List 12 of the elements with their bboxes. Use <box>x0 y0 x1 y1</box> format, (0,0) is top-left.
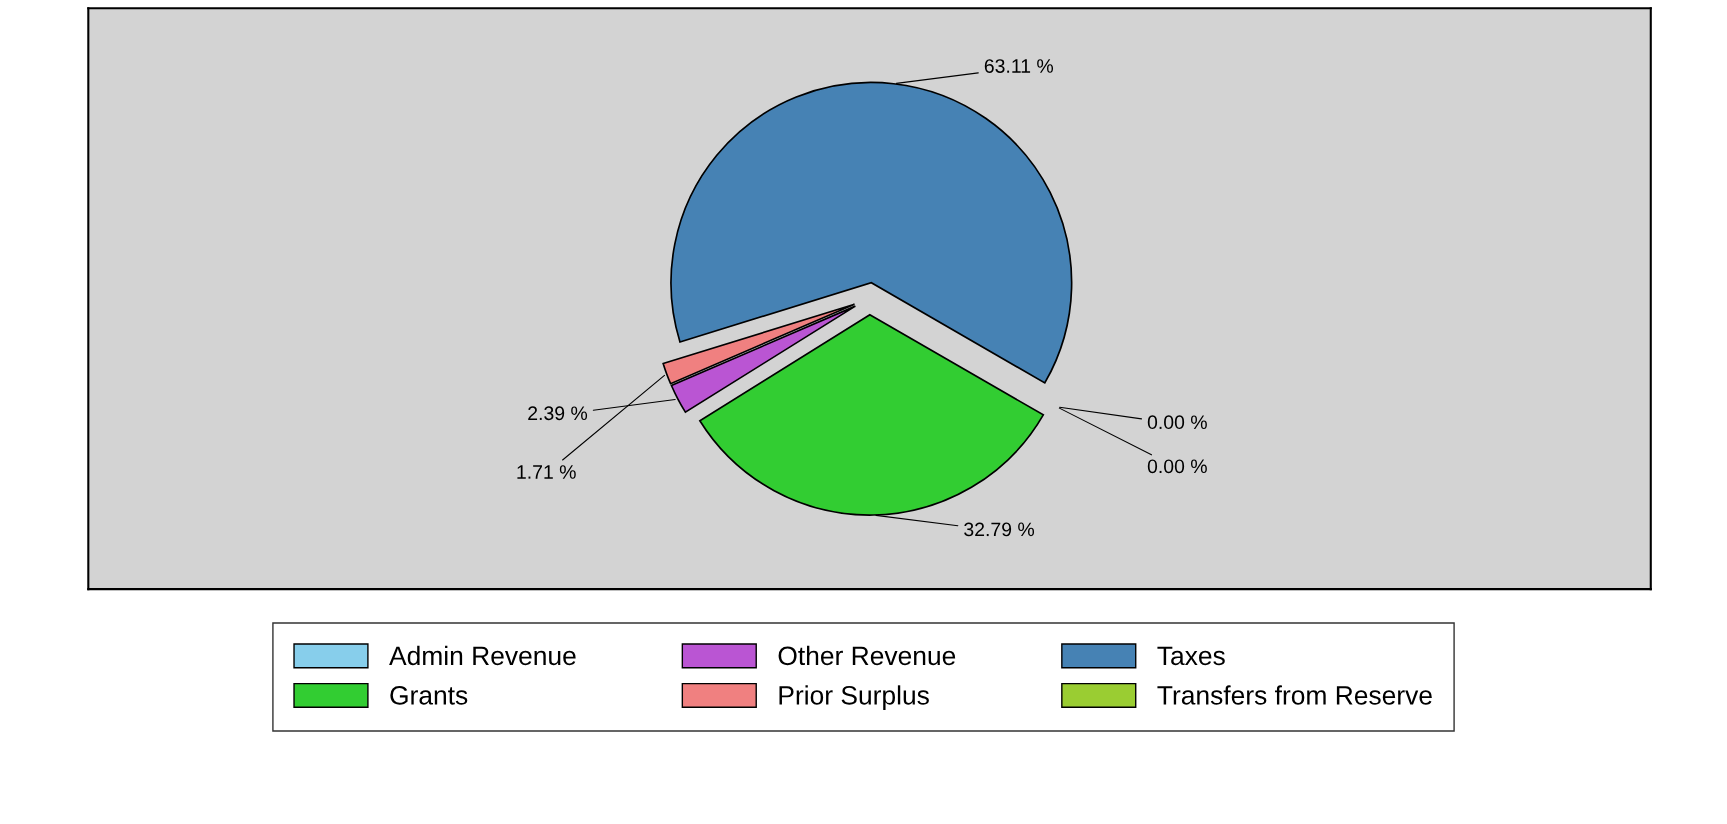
data-label: 1.71 % <box>517 465 576 479</box>
data-label: 63.11 % <box>984 59 1054 73</box>
text: 0.00 % <box>1147 459 1207 474</box>
legend-label: Grants <box>390 686 468 705</box>
legend-label: Other Revenue <box>778 645 956 666</box>
data-label: 2.39 % <box>528 406 588 421</box>
text: 0.00 % <box>1147 415 1207 430</box>
legend-label: Taxes <box>1157 646 1225 666</box>
data-label: 32.79 % <box>964 522 1035 537</box>
legend-label: Prior Surplus <box>779 685 929 710</box>
legend-label: Transfers from Reserve <box>1157 685 1432 705</box>
legend-label: Admin Revenue <box>389 645 576 666</box>
